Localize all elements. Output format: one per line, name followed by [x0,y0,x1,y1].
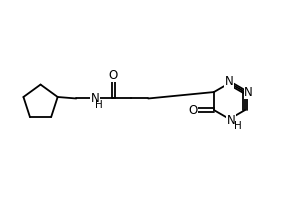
Text: O: O [188,104,197,117]
Text: N: N [91,92,99,105]
Text: N: N [226,114,235,127]
Text: O: O [109,69,118,82]
Text: H: H [234,121,242,131]
Text: H: H [95,100,103,110]
Text: N: N [244,86,253,99]
Text: N: N [225,75,234,88]
